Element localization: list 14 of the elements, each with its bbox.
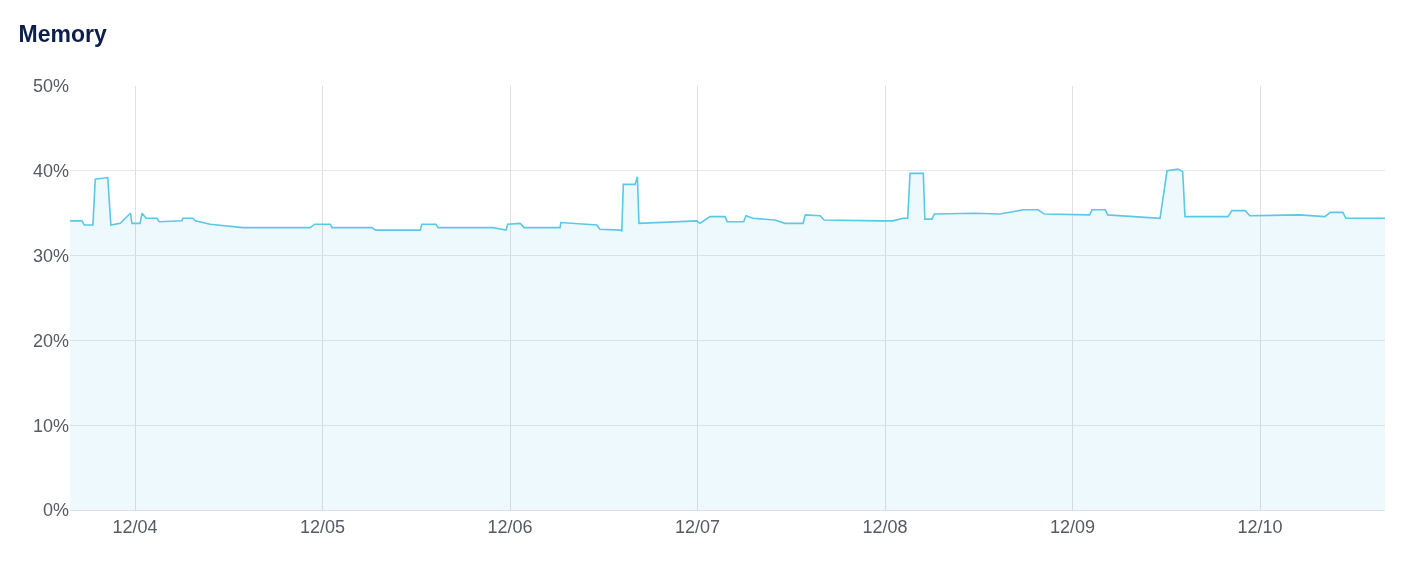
- x-tick-label: 12/07: [675, 516, 721, 537]
- y-tick-label: 50%: [32, 76, 69, 97]
- x-tick-label: 12/10: [1237, 516, 1283, 537]
- x-tick-label: 12/04: [112, 516, 158, 537]
- x-tick-label: 12/05: [300, 516, 346, 537]
- x-tick-label: 12/09: [1050, 516, 1096, 537]
- x-tick-label: 12/08: [862, 516, 908, 537]
- y-tick-label: 0%: [42, 500, 69, 521]
- y-tick-label: 30%: [32, 245, 69, 266]
- y-tick-label: 10%: [32, 415, 69, 436]
- chart-title: Memory: [18, 20, 107, 47]
- x-tick-label: 12/06: [487, 516, 533, 537]
- y-tick-label: 40%: [32, 161, 69, 182]
- y-tick-label: 20%: [32, 330, 69, 351]
